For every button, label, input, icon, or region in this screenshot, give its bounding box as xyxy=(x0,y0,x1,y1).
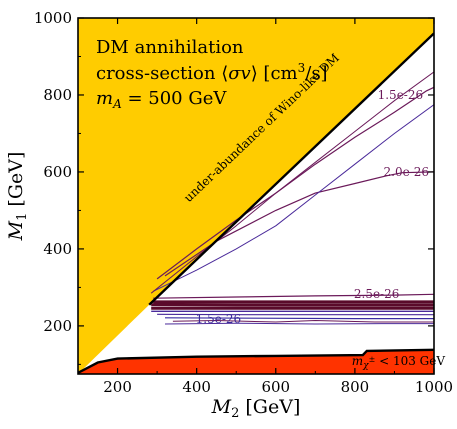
contour-label: 1.5e-26 xyxy=(378,88,424,102)
y-axis-label: M1 [GeV] xyxy=(5,152,30,242)
wino-boundary-line xyxy=(148,32,434,306)
contour-label: 1.5e-26 xyxy=(196,312,242,326)
contour-line xyxy=(172,320,434,323)
contour-line xyxy=(164,317,434,320)
contour-label: 2.5e-26 xyxy=(354,287,400,301)
y-tick-label: 400 xyxy=(43,240,72,258)
contour-line xyxy=(164,171,434,277)
contour-line xyxy=(156,86,434,280)
x-axis-label: M2 [GeV] xyxy=(211,396,301,421)
x-tick-label: 400 xyxy=(182,378,211,396)
x-tick-label: 800 xyxy=(341,378,370,396)
y-tick-label: 600 xyxy=(43,163,72,181)
x-tick-label: 200 xyxy=(103,378,132,396)
x-tick-label: 600 xyxy=(261,378,290,396)
contour-labels-layer: 1.5e-26 2.0e-26 2.5e-26 1.5e-26 xyxy=(196,88,429,326)
annotation-line-1: DM annihilation xyxy=(96,37,244,58)
y-tick-label: 1000 xyxy=(34,9,72,27)
annotation-line-2: cross-section ⟨σv⟩ [cm3/s] xyxy=(96,61,328,84)
boundaries-layer xyxy=(78,32,434,374)
contour-line xyxy=(153,293,434,299)
y-tick-label: 800 xyxy=(43,86,72,104)
chargino-boundary-line xyxy=(78,348,434,374)
contour-label: 2.0e-26 xyxy=(384,165,430,179)
plot-area: 1.5e-26 2.0e-26 2.5e-26 1.5e-26 xyxy=(77,17,435,375)
contour-line xyxy=(164,322,434,325)
x-tick-label: 1000 xyxy=(415,378,453,396)
plot-frame xyxy=(77,17,435,375)
y-tick-label: 200 xyxy=(43,317,72,335)
chargino-bound-label: mχ± < 103 GeV xyxy=(352,354,446,371)
axis-ticks: 200 400 600 800 1000 200 400 600 800 1000 xyxy=(34,9,453,396)
contour-line xyxy=(150,71,434,294)
contours-layer xyxy=(150,71,434,325)
annotation-line-3: mA = 500 GeV xyxy=(96,88,227,111)
contour-line xyxy=(152,104,434,292)
annotation: DM annihilation cross-section ⟨σv⟩ [cm3/… xyxy=(96,37,328,111)
